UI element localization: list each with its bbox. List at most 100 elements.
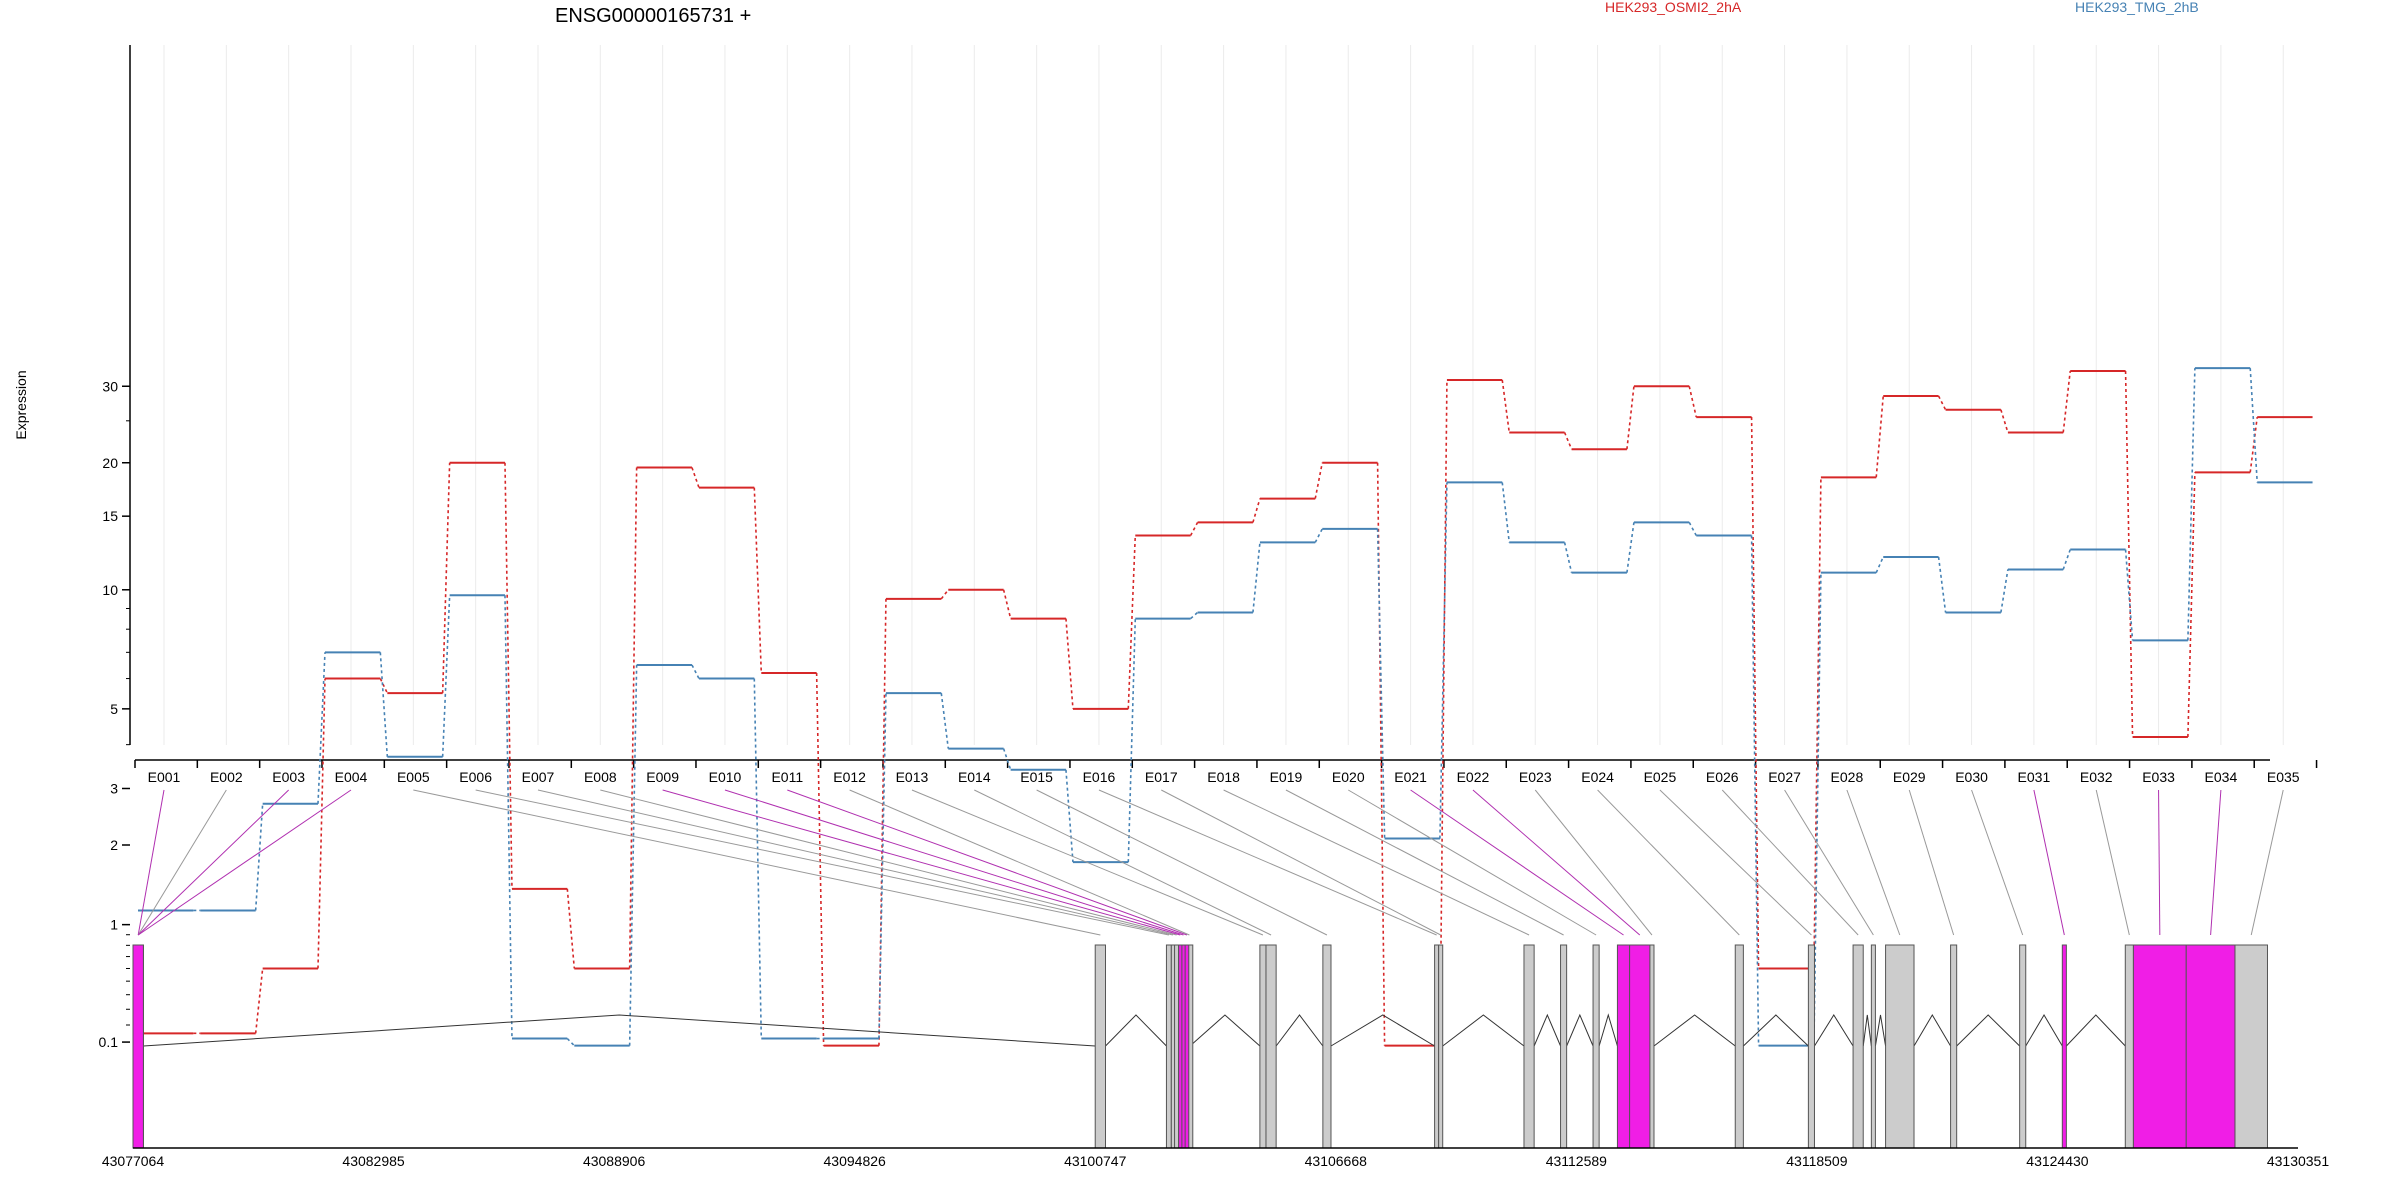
genome-coordinate-label: 43077064 <box>102 1153 165 1169</box>
series-connector <box>1750 535 1760 1046</box>
series-connector <box>1314 462 1324 499</box>
connector-E025 <box>1659 789 1812 936</box>
chart-title: ENSG00000165731 + <box>555 5 751 27</box>
exon-bin-E019 <box>1560 944 1568 1149</box>
y-tick-label: 1 <box>110 917 118 933</box>
x-tick-label: E013 <box>896 769 929 785</box>
intron-line <box>1275 1014 1324 1047</box>
series-connector <box>1937 556 1947 613</box>
intron-line <box>1105 1014 1167 1047</box>
x-tick-label: E030 <box>1955 769 1988 785</box>
exon-bin-E033 <box>2132 944 2187 1149</box>
series-connector <box>2124 371 2134 737</box>
connector-E024 <box>1597 789 1740 936</box>
connector-E015 <box>1036 789 1328 936</box>
exon-bin-E024 <box>1734 944 1744 1149</box>
series-connector <box>878 598 887 1046</box>
series-connector <box>815 673 825 1046</box>
series-connector <box>1002 748 1012 771</box>
x-tick-label: E019 <box>1270 769 1303 785</box>
connector-E007 <box>537 789 1174 936</box>
series-connector <box>1002 589 1012 619</box>
series-connector <box>1252 498 1261 523</box>
series-connector <box>254 803 264 911</box>
series-connector <box>691 467 700 488</box>
connector-E006 <box>475 789 1169 936</box>
connector-E014 <box>974 789 1272 936</box>
series-connector <box>1065 618 1074 709</box>
connector-E016 <box>1098 789 1437 936</box>
series-connector <box>1501 482 1511 543</box>
genome-coordinate-label: 43106668 <box>1305 1153 1368 1169</box>
exon-bin-E030 <box>2019 944 2027 1149</box>
x-tick-label: E022 <box>1457 769 1490 785</box>
series-connector <box>753 678 763 1039</box>
series-connector <box>940 693 950 749</box>
exon-bin-E029 <box>1950 944 1958 1149</box>
intron-line <box>1814 1014 1854 1047</box>
connector-E030 <box>1971 789 2024 936</box>
genome-coordinate-label: 43082985 <box>342 1153 405 1169</box>
x-tick-label: E009 <box>646 769 679 785</box>
exon-bin-E005 <box>1094 944 1106 1149</box>
legend-entry-series-2: HEK293_TMG_2hB <box>2075 0 2199 15</box>
y-tick-label: 3 <box>110 780 118 796</box>
series-lines <box>138 367 2313 1047</box>
connector-E028 <box>1846 789 1901 936</box>
x-tick-label: E003 <box>272 769 305 785</box>
legend-entry-series-1: HEK293_OSMI2_2hA <box>1605 0 1742 15</box>
intron-line <box>1533 1013 1562 1047</box>
connector-E011 <box>787 789 1188 936</box>
series-connector <box>1688 386 1698 418</box>
x-tick-label: E001 <box>148 769 181 785</box>
genome-coordinate-label: 43088906 <box>583 1153 646 1169</box>
exon-bin-E018 <box>1523 944 1535 1149</box>
y-tick-label: 15 <box>102 508 118 524</box>
genome-coordinate-label: 43130351 <box>2267 1153 2330 1169</box>
series-connector <box>1875 556 1884 574</box>
y-tick-label: 30 <box>102 378 118 394</box>
intron-line <box>1189 1014 1261 1047</box>
series-connector <box>1501 379 1511 433</box>
series-connector <box>1190 611 1199 620</box>
exon-bin-E017 <box>1438 944 1444 1149</box>
exon-bin-E034 <box>2185 944 2236 1149</box>
series-connector <box>1439 380 1448 1046</box>
exon-bin-E035 <box>2234 944 2268 1149</box>
series-connector <box>940 589 949 600</box>
series-connector <box>2062 370 2072 433</box>
genome-coordinate-label: 43124430 <box>2026 1153 2089 1169</box>
connector-E034 <box>2210 789 2222 936</box>
x-tick-label: E011 <box>771 769 803 785</box>
series-connector <box>504 462 513 889</box>
series-connector <box>2062 549 2071 570</box>
intron-line <box>1913 1014 1952 1047</box>
genome-coordinate-label: 43094826 <box>824 1153 887 1169</box>
connector-E010 <box>724 789 1184 936</box>
series-connector <box>1813 477 1822 969</box>
series-connector <box>504 595 513 1039</box>
x-tick-label: E021 <box>1394 769 1427 785</box>
intron-line <box>1743 1014 1809 1047</box>
y-tick-label: 20 <box>102 455 118 471</box>
series-connector <box>1937 395 1947 411</box>
connector-E017 <box>1161 789 1441 936</box>
exon-bin-E008 <box>1174 944 1180 1149</box>
x-tick-label: E027 <box>1768 769 1801 785</box>
intron-line <box>143 1014 1096 1047</box>
x-tick-label: E026 <box>1706 769 1739 785</box>
x-tick-label: E032 <box>2080 769 2113 785</box>
genome-coordinate-label: 43100747 <box>1064 1153 1127 1169</box>
connector-E002 <box>137 789 227 936</box>
intron-line <box>1956 1014 2021 1047</box>
connector-E005 <box>413 789 1101 936</box>
series-connector <box>1626 386 1635 450</box>
series-connector <box>2187 368 2196 641</box>
y-tick-label: 2 <box>110 837 118 853</box>
series-connector <box>254 968 264 1034</box>
x-tick-label: E031 <box>2018 769 2051 785</box>
exon-bin-E016 <box>1434 944 1440 1149</box>
x-tick-label: E015 <box>1020 769 1053 785</box>
connector-E023 <box>1534 789 1653 936</box>
